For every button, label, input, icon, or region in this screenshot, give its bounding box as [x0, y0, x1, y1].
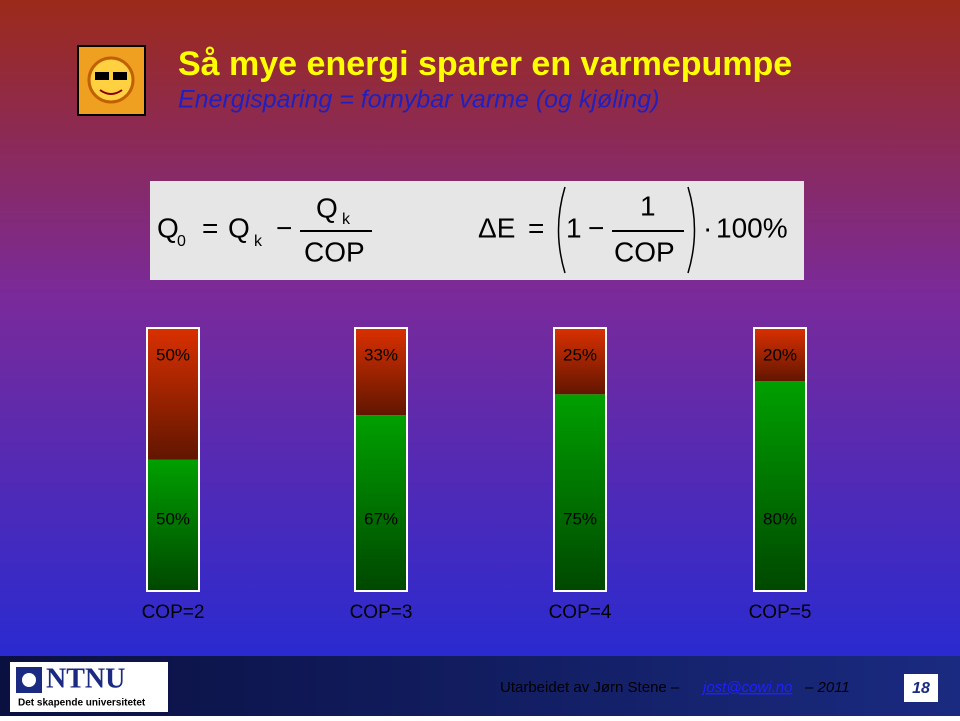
title: Så mye energi sparer en varmepumpe [178, 45, 792, 83]
value-label: 33% [364, 345, 398, 364]
symbol: − [276, 212, 292, 243]
sun-icon [77, 45, 146, 116]
subscript: 0 [177, 233, 186, 250]
subscript: k [342, 211, 351, 228]
logo-text: NTNU [46, 663, 125, 694]
email-link[interactable]: jost@cowi.no [701, 679, 792, 696]
category-label: COP=2 [142, 602, 205, 623]
symbol: = [202, 212, 218, 243]
bar-shade [148, 459, 198, 590]
bar-shade [555, 394, 605, 590]
value-label: 80% [763, 509, 797, 528]
value-label: 67% [364, 509, 398, 528]
value-label: 50% [156, 509, 190, 528]
category-label: COP=3 [350, 602, 413, 623]
paren [687, 186, 696, 274]
symbol: Q [157, 212, 179, 243]
symbol: = [528, 212, 544, 243]
page-number: 18 [912, 680, 930, 697]
formula-2: ΔE = 1 − 1 COP · 100% [478, 186, 788, 274]
formula-1: Q 0 = Q k − Q k COP [157, 192, 372, 267]
year: – 2011 [804, 679, 850, 696]
symbol: COP [614, 236, 675, 267]
bar-shade [755, 381, 805, 590]
bar-shade [755, 329, 805, 382]
credit: Utarbeidet av Jørn Stene – [500, 679, 680, 696]
logo-mark [22, 673, 36, 687]
page-box [904, 674, 938, 702]
bar-chart: 50% 50% COP=2 33% 67% COP=3 25% 75% COP=4 20% 80% C… [142, 327, 812, 623]
tagline: Det skapende universitetet [18, 698, 146, 709]
symbol: 100% [716, 212, 788, 243]
value-label: 75% [563, 509, 597, 528]
symbol: − [588, 212, 604, 243]
symbol: 1 [640, 190, 656, 221]
bar-shade [356, 415, 406, 590]
symbol: ΔE [478, 212, 515, 243]
value-label: 50% [156, 345, 190, 364]
bar-shade [555, 329, 605, 395]
symbol: 1 [566, 212, 582, 243]
symbol: · [703, 212, 712, 243]
bar-shade [148, 329, 198, 460]
symbol: Q [228, 212, 250, 243]
category-label: COP=5 [749, 602, 812, 623]
value-label: 25% [563, 345, 597, 364]
paren [557, 186, 566, 274]
subscript: k [254, 233, 263, 250]
category-label: COP=4 [549, 602, 612, 623]
symbol: COP [304, 236, 365, 267]
symbol: Q [316, 192, 338, 223]
bar-shade [356, 329, 406, 416]
value-label: 20% [763, 345, 797, 364]
subtitle: Energisparing = fornybar varme (og kjøli… [178, 86, 659, 114]
